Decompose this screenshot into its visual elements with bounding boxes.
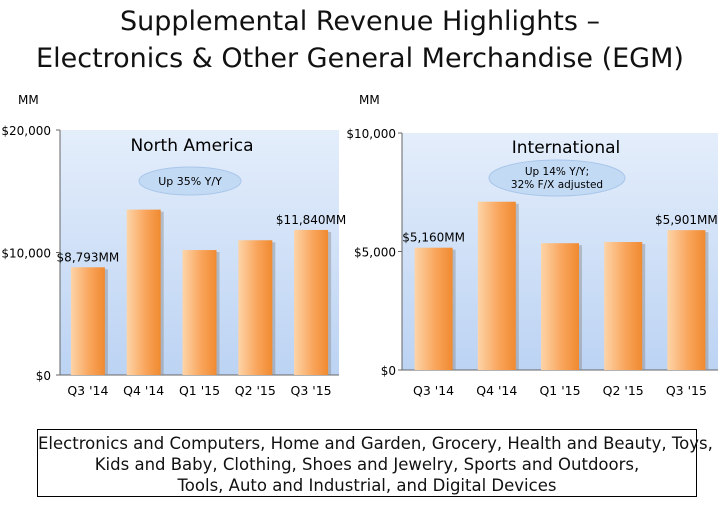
chart-2-bar-5 <box>667 230 706 370</box>
chart-2-y-tick-label-0: $0 <box>381 364 396 378</box>
chart-1-y-tick-label-0: $0 <box>36 369 51 383</box>
chart-1-category-label-5: Q3 '15 <box>291 383 332 398</box>
chart-2-category-label-5: Q3 '15 <box>666 383 707 398</box>
slide-title-line-2: Electronics & Other General Merchandise … <box>36 43 684 74</box>
chart-1-category-label-4: Q2 '15 <box>235 383 276 398</box>
chart-1-y-tick-label-1: $10,000 <box>1 247 51 261</box>
chart-1-data-label-1: $8,793MM <box>57 250 120 264</box>
chart-1-category-label-1: Q3 '14 <box>67 383 108 398</box>
chart-2-bar-1 <box>414 247 453 370</box>
chart-2-category-label-4: Q2 '15 <box>603 383 644 398</box>
chart-2-y-tick-label-1: $5,000 <box>354 246 396 260</box>
slide-title-line-1: Supplemental Revenue Highlights – <box>119 6 601 37</box>
category-list-line-3: Tools, Auto and Industrial, and Digital … <box>177 476 557 495</box>
chart-2-note-text-line-2: 32% F/X adjusted <box>511 179 603 191</box>
chart-1-unit-label: MM <box>18 93 39 107</box>
chart-2-note-oval <box>488 159 626 197</box>
chart-1-category-label-2: Q4 '14 <box>123 383 164 398</box>
chart-2-bar-3 <box>541 243 579 370</box>
chart-1-bar-1 <box>70 267 105 375</box>
category-list-line-1: Electronics and Computers, Home and Gard… <box>38 434 713 453</box>
chart-1-bar-2 <box>126 209 161 375</box>
category-list-box: Electronics and Computers, Home and Gard… <box>37 429 713 497</box>
chart-2-data-label-1: $5,160MM <box>402 231 465 245</box>
chart-2-category-label-1: Q3 '14 <box>413 383 454 398</box>
chart-1-note-text: Up 35% Y/Y <box>158 175 222 188</box>
chart-1-note-oval <box>138 166 242 196</box>
chart-2-panel-title: International <box>512 138 621 158</box>
chart-2-category-label-3: Q1 '15 <box>539 383 580 398</box>
chart-2-bar-2 <box>477 201 516 370</box>
chart-1-bar-5 <box>294 229 329 375</box>
chart-2-data-label-5: $5,901MM <box>655 213 718 227</box>
chart-1-bar-3 <box>182 250 217 375</box>
chart-2-unit-label: MM <box>359 93 380 107</box>
chart-1-y-tick-label-2: $20,000 <box>1 124 51 138</box>
chart-2-y-tick-label-2: $10,000 <box>346 127 396 141</box>
chart-2-note-text-line-1: Up 14% Y/Y; <box>525 166 589 178</box>
chart-2-category-label-2: Q4 '14 <box>476 383 517 398</box>
category-list-line-2: Kids and Baby, Clothing, Shoes and Jewel… <box>94 455 640 474</box>
chart-2-bar-4 <box>604 242 643 370</box>
chart-1-bar-4 <box>238 240 273 375</box>
charts-canvas: MM $0 $10,000 $20,000 North America Up 35% Y/… <box>1 93 718 398</box>
chart-1-category-label-3: Q1 '15 <box>179 383 220 398</box>
chart-1-data-label-5: $11,840MM <box>276 213 346 227</box>
chart-1-panel-title: North America <box>130 136 253 156</box>
